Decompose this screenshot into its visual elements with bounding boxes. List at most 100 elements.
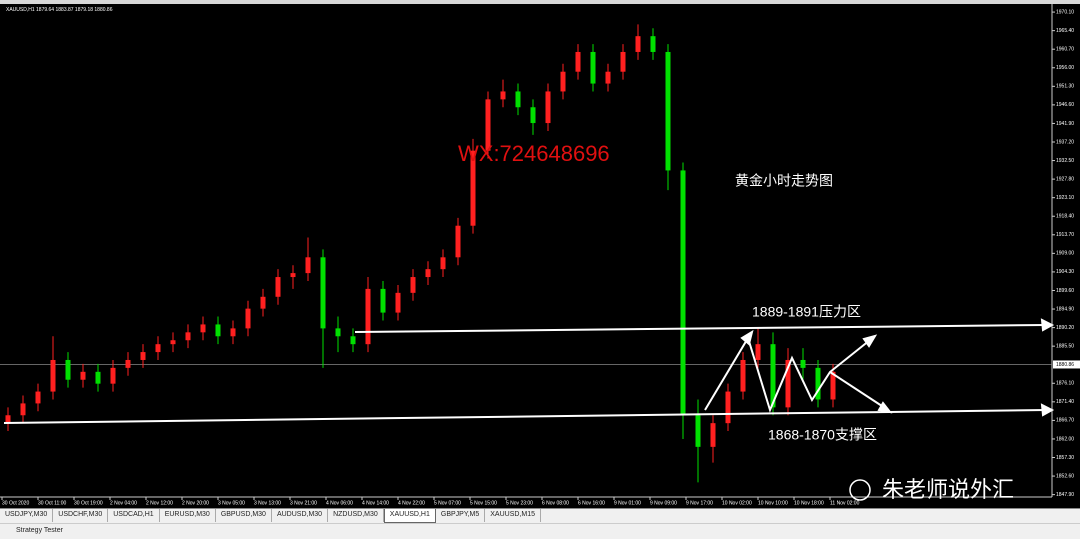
symbol-tab[interactable]: XAUUSD,H1	[383, 509, 436, 523]
candle-body	[335, 328, 341, 337]
x-tick-label: 3 Nov 21:00	[290, 500, 317, 506]
candle-body	[110, 367, 116, 384]
candle-body	[275, 277, 281, 297]
candle-body	[590, 51, 596, 84]
candle-body	[395, 292, 401, 313]
x-tick-label: 10 Nov 18:00	[794, 500, 824, 506]
x-tick-label: 5 Nov 07:00	[434, 500, 461, 506]
y-tick-label: 1965.40	[1056, 28, 1074, 34]
y-tick-label: 1927.80	[1056, 176, 1074, 182]
y-tick-label: 1852.60	[1056, 473, 1074, 479]
y-tick-label: 1871.40	[1056, 399, 1074, 405]
y-tick-label: 1913.70	[1056, 232, 1074, 238]
candle-body	[545, 91, 551, 124]
candle-body	[305, 257, 311, 274]
candle-body	[800, 359, 806, 368]
y-tick-label: 1937.20	[1056, 139, 1074, 145]
candle-body	[485, 99, 491, 151]
candle-body	[500, 91, 506, 100]
x-tick-label: 5 Nov 23:00	[506, 500, 533, 506]
x-tick-label: 9 Nov 09:00	[650, 500, 677, 506]
candle-body	[830, 371, 836, 400]
x-tick-label: 11 Nov 02:00	[830, 500, 860, 506]
candle-body	[290, 273, 296, 278]
candle-body	[410, 277, 416, 293]
x-tick-label: 9 Nov 17:00	[686, 500, 713, 506]
candle-body	[245, 308, 251, 329]
y-tick-label: 1909.00	[1056, 251, 1074, 257]
x-tick-label: 3 Nov 13:00	[254, 500, 281, 506]
drawings	[3, 318, 1055, 424]
x-tick-label: 30 Oct 19:00	[74, 500, 103, 506]
symbol-tab[interactable]: AUDUSD,M30	[272, 509, 329, 522]
candle-body	[650, 36, 656, 52]
x-tick-label: 30 Oct 2020	[2, 500, 29, 506]
candle-body	[320, 257, 326, 329]
candle-body	[35, 391, 41, 404]
x-tick-label: 4 Nov 14:00	[362, 500, 389, 506]
symbol-tab[interactable]: EURUSD,M30	[160, 509, 216, 522]
y-tick-label: 1885.50	[1056, 343, 1074, 349]
candle-body	[560, 71, 566, 92]
candle-body	[470, 150, 476, 226]
watermark: 朱老师说外汇	[882, 477, 1014, 502]
candle-body	[200, 324, 206, 333]
candle-body	[65, 359, 71, 380]
x-tick-label: 9 Nov 01:00	[614, 500, 641, 506]
x-tick-label: 4 Nov 22:00	[398, 500, 425, 506]
arrow-head	[1040, 403, 1055, 417]
x-tick-label: 10 Nov 10:00	[758, 500, 788, 506]
resistance-line	[354, 324, 1047, 333]
symbol-tab[interactable]: USDCHF,M30	[53, 509, 109, 522]
symbol-tab[interactable]: USDCAD,H1	[108, 509, 160, 522]
tab-bar: USDJPY,M30 USDCHF,M30 USDCAD,H1 EURUSD,M30 G…	[0, 508, 1080, 523]
candle-body	[635, 36, 641, 52]
candle-body	[755, 344, 761, 360]
candle-body	[785, 359, 791, 408]
x-tick-label: 30 Oct 11:00	[38, 500, 66, 506]
y-tick-label: 1876.10	[1056, 381, 1074, 387]
candle-body	[125, 359, 131, 368]
symbol-tab[interactable]: GBPUSD,M30	[216, 509, 272, 522]
candle-body	[140, 352, 146, 360]
annotation: WX:724648696	[458, 141, 610, 166]
symbol-tab[interactable]: GBPJPY,M5	[436, 509, 486, 522]
candle-body	[95, 371, 101, 384]
status-text: Strategy Tester	[16, 527, 63, 534]
y-tick-label: 1923.10	[1056, 195, 1074, 201]
candle-body	[80, 371, 86, 380]
status-bar: Strategy Tester	[0, 523, 1080, 539]
candle-body	[695, 415, 701, 447]
symbol-tab[interactable]: USDJPY,M30	[0, 509, 54, 522]
candle-body	[380, 288, 386, 313]
candle-body	[170, 340, 176, 345]
symbol-tab[interactable]: NZDUSD,M30	[328, 509, 384, 522]
candle-body	[710, 423, 716, 447]
annotation: 1889-1891压力区	[752, 304, 861, 320]
x-tick-label: 6 Nov 16:00	[578, 500, 605, 506]
candle-body	[365, 288, 371, 345]
x-tick-label: 4 Nov 06:00	[326, 500, 353, 506]
x-tick-label: 2 Nov 12:00	[146, 500, 173, 506]
y-tick-label: 1941.90	[1056, 121, 1074, 127]
arrow-head	[877, 401, 893, 414]
support-line	[3, 409, 1047, 424]
y-tick-label: 1899.60	[1056, 288, 1074, 294]
y-tick-label: 1862.00	[1056, 436, 1074, 442]
candle-body	[215, 324, 221, 337]
current-price-box	[1053, 360, 1080, 369]
candle-body	[440, 257, 446, 270]
symbol-tab[interactable]: XAUUSD,M15	[485, 509, 541, 522]
candle-body	[575, 51, 581, 72]
candle-body	[770, 344, 776, 408]
x-tick-label: 2 Nov 04:00	[110, 500, 137, 506]
candle-body	[620, 51, 626, 72]
candle-body	[665, 51, 671, 171]
candle-body	[20, 403, 26, 416]
y-tick-label: 1946.60	[1056, 102, 1074, 108]
x-tick-label: 3 Nov 05:00	[218, 500, 245, 506]
candle-body	[455, 225, 461, 258]
y-tick-label: 1932.50	[1056, 158, 1074, 164]
candle-body	[50, 359, 56, 392]
